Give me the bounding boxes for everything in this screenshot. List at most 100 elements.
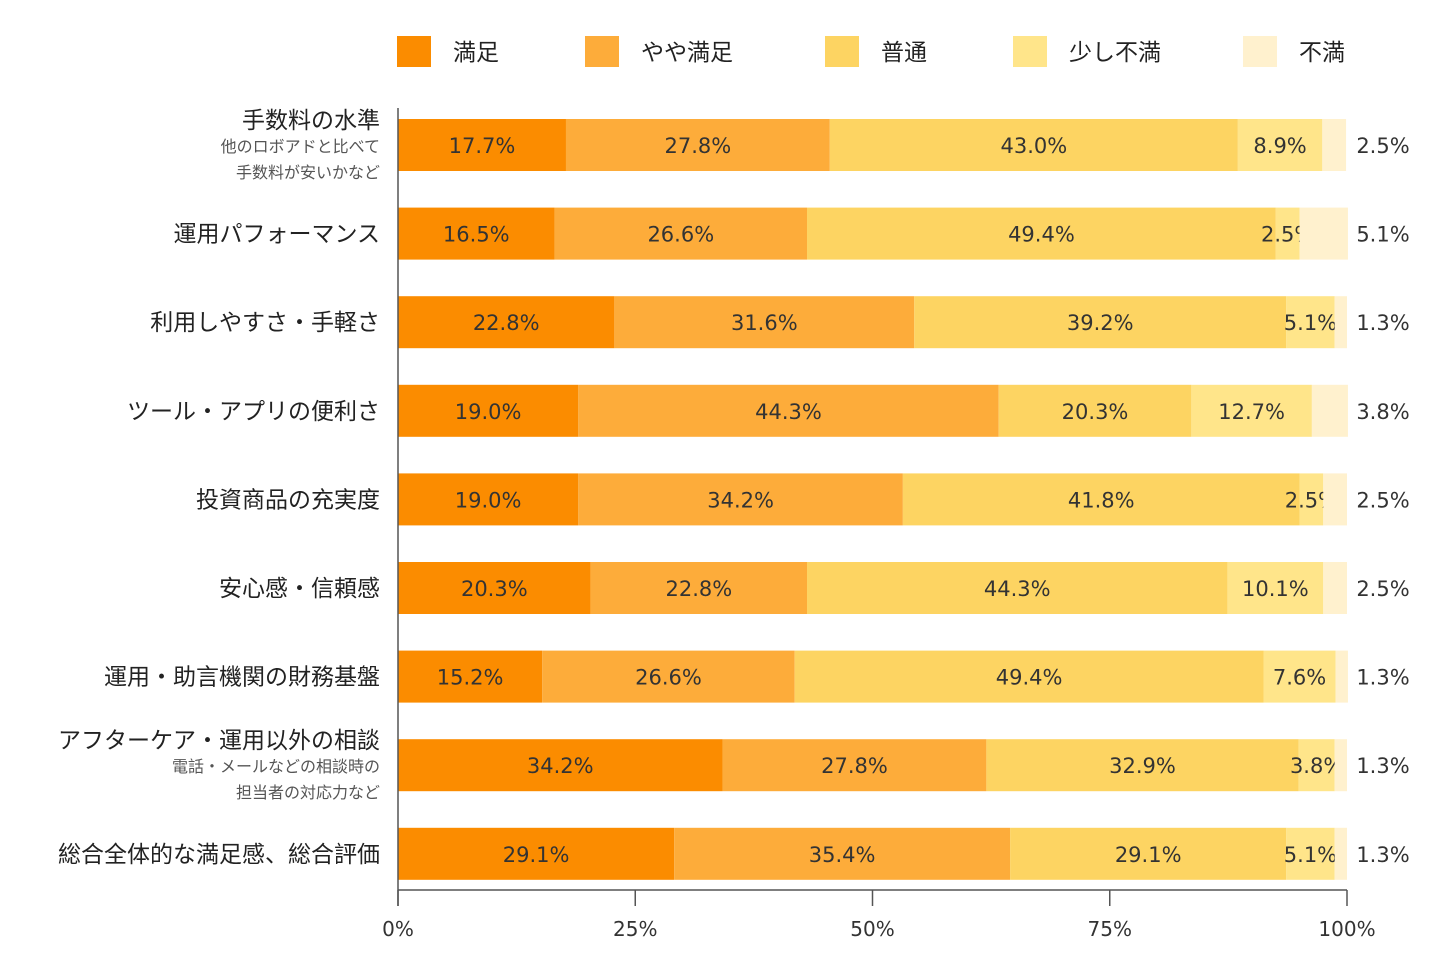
category-sublabel: 他のロボアドと比べて xyxy=(221,137,380,156)
legend-swatch xyxy=(1013,36,1047,67)
bar-segment xyxy=(578,384,999,437)
legend-swatch xyxy=(585,36,619,67)
bar-segment xyxy=(1227,562,1324,614)
bar-segment xyxy=(1323,562,1347,614)
legend-swatch xyxy=(397,36,431,67)
bar-segment xyxy=(398,473,579,526)
data-label-outside: 1.3% xyxy=(1356,311,1409,335)
bar-segment xyxy=(398,296,615,349)
data-label: 31.6% xyxy=(731,311,798,335)
legend-label: 少し不満 xyxy=(1069,40,1161,66)
data-label-outside: 2.5% xyxy=(1356,488,1409,512)
category-label: 運用・助言機関の財務基盤 xyxy=(104,665,380,691)
data-label: 22.8% xyxy=(473,311,540,335)
bar-segment xyxy=(914,296,1287,349)
legend-label: やや満足 xyxy=(641,40,733,66)
data-label: 5.1% xyxy=(1284,843,1337,867)
data-label: 41.8% xyxy=(1068,488,1135,512)
data-label: 44.3% xyxy=(984,577,1051,601)
data-label: 43.0% xyxy=(1000,134,1067,158)
bar-segment xyxy=(674,827,1011,880)
data-label: 17.7% xyxy=(449,134,516,158)
data-label: 10.1% xyxy=(1242,577,1309,601)
x-tick-label: 75% xyxy=(1088,917,1132,941)
data-label: 49.4% xyxy=(1008,223,1075,247)
bar-segment xyxy=(1335,650,1348,703)
data-label: 19.0% xyxy=(455,400,522,424)
data-label: 8.9% xyxy=(1253,134,1306,158)
category-label: 手数料の水準 xyxy=(242,108,380,134)
data-label-outside: 2.5% xyxy=(1356,134,1409,158)
category-sublabel: 手数料が安いかなど xyxy=(236,163,380,182)
data-label: 32.9% xyxy=(1109,754,1176,778)
bar-segment xyxy=(829,119,1238,171)
bar-segment xyxy=(1263,650,1336,703)
x-tick-label: 50% xyxy=(850,917,894,941)
bar-segment xyxy=(398,384,579,437)
data-label: 3.8% xyxy=(1290,754,1343,778)
bar-segment xyxy=(398,119,566,171)
bar-segment xyxy=(398,562,591,614)
bar-segment xyxy=(590,562,808,614)
category-label: 総合全体的な満足感、総合評価 xyxy=(58,842,380,868)
bar-segment xyxy=(578,473,903,526)
bar-segment xyxy=(554,207,808,260)
bar-segment xyxy=(1237,119,1323,171)
bar-segment xyxy=(1299,207,1348,260)
bar-segment xyxy=(398,650,543,703)
category-label: アフターケア・運用以外の相談 xyxy=(58,728,380,754)
bar-segment xyxy=(807,562,1228,614)
data-label: 16.5% xyxy=(443,223,510,247)
data-label: 26.6% xyxy=(635,666,702,690)
category-label: 利用しやすさ・手軽さ xyxy=(150,310,380,336)
bar-segment xyxy=(1334,296,1347,349)
bar-segment xyxy=(1286,296,1335,349)
legend-swatch xyxy=(1243,36,1277,67)
bar-segment xyxy=(542,650,795,703)
data-label: 34.2% xyxy=(527,754,594,778)
bar-segment xyxy=(807,207,1276,260)
data-label-outside: 1.3% xyxy=(1356,843,1409,867)
bar-segment xyxy=(794,650,1264,703)
bar-segment xyxy=(722,739,987,792)
data-label: 7.6% xyxy=(1273,666,1326,690)
x-tick-label: 0% xyxy=(382,917,414,941)
data-label: 39.2% xyxy=(1067,311,1134,335)
data-label-outside: 1.3% xyxy=(1356,754,1409,778)
bar-segment xyxy=(1299,473,1324,526)
data-label-outside: 2.5% xyxy=(1356,577,1409,601)
bar-segment xyxy=(398,739,723,792)
bar-segment xyxy=(1286,827,1335,880)
category-label: 安心感・信頼感 xyxy=(219,576,380,602)
legend: 満足 やや満足 普通 少し不満 不満 xyxy=(397,36,1345,67)
bar-segment xyxy=(1334,739,1347,792)
data-label: 34.2% xyxy=(707,488,774,512)
bar-segment xyxy=(1334,827,1347,880)
x-tick-label: 25% xyxy=(613,917,657,941)
data-label: 20.3% xyxy=(461,577,528,601)
data-label-outside: 5.1% xyxy=(1356,223,1409,247)
bar-segment xyxy=(1191,384,1312,437)
data-label: 29.1% xyxy=(503,843,570,867)
data-label: 26.6% xyxy=(647,223,714,247)
category-labels: 手数料の水準他のロボアドと比べて手数料が安いかなど運用パフォーマンス利用しやすさ… xyxy=(58,108,380,868)
bar-segment xyxy=(986,739,1299,792)
bar-segment xyxy=(1298,739,1335,792)
category-label: ツール・アプリの便利さ xyxy=(127,399,380,425)
category-sublabel: 電話・メールなどの相談時の xyxy=(172,757,380,776)
bar-segment xyxy=(565,119,830,171)
data-label: 20.3% xyxy=(1062,400,1129,424)
data-label: 27.8% xyxy=(821,754,888,778)
legend-label: 普通 xyxy=(881,40,927,66)
data-label: 5.1% xyxy=(1284,311,1337,335)
bar-segment xyxy=(902,473,1300,526)
x-axis: 0% 25% 50% 75% 100% xyxy=(382,108,1376,941)
bar-segment xyxy=(1010,827,1287,880)
data-label: 12.7% xyxy=(1218,400,1285,424)
bar-segment xyxy=(614,296,915,349)
category-label: 投資商品の充実度 xyxy=(196,487,380,513)
data-label: 19.0% xyxy=(455,488,522,512)
data-label: 22.8% xyxy=(665,577,732,601)
bar-segment xyxy=(1323,473,1347,526)
